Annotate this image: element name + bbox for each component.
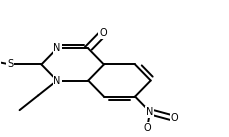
Text: N: N: [146, 107, 154, 117]
Text: O: O: [171, 113, 178, 123]
Text: N: N: [53, 43, 61, 53]
Text: O: O: [99, 28, 107, 38]
Text: O: O: [144, 123, 151, 133]
Text: N: N: [53, 75, 61, 85]
Text: S: S: [7, 59, 13, 69]
